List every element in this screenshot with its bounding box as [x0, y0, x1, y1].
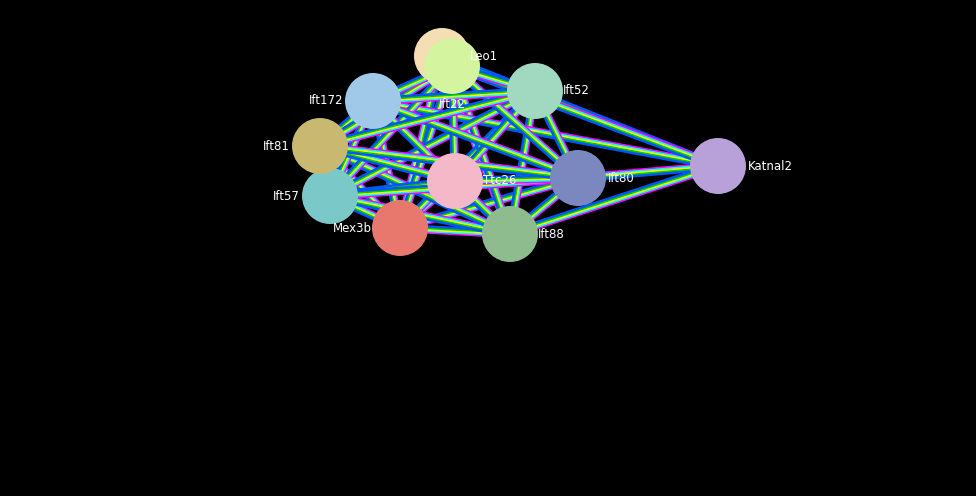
Circle shape	[690, 138, 746, 194]
Text: Ift52: Ift52	[563, 84, 590, 98]
Text: Ift88: Ift88	[538, 228, 565, 241]
Text: Ift172: Ift172	[308, 95, 343, 108]
Circle shape	[292, 118, 348, 174]
Circle shape	[482, 206, 538, 262]
Text: Mex3b: Mex3b	[333, 222, 372, 235]
Circle shape	[424, 38, 480, 94]
Circle shape	[345, 73, 401, 129]
Circle shape	[414, 28, 470, 84]
Circle shape	[550, 150, 606, 206]
Text: Ift57: Ift57	[273, 189, 300, 202]
Text: Ift80: Ift80	[608, 172, 634, 185]
Text: Leo1: Leo1	[470, 50, 498, 62]
Text: Ift22: Ift22	[438, 98, 466, 111]
Text: Katnal2: Katnal2	[748, 160, 793, 173]
Text: Ift81: Ift81	[264, 139, 290, 152]
Circle shape	[507, 63, 563, 119]
Circle shape	[427, 153, 483, 209]
Circle shape	[372, 200, 428, 256]
Circle shape	[302, 168, 358, 224]
Text: Ttc26: Ttc26	[483, 175, 516, 187]
